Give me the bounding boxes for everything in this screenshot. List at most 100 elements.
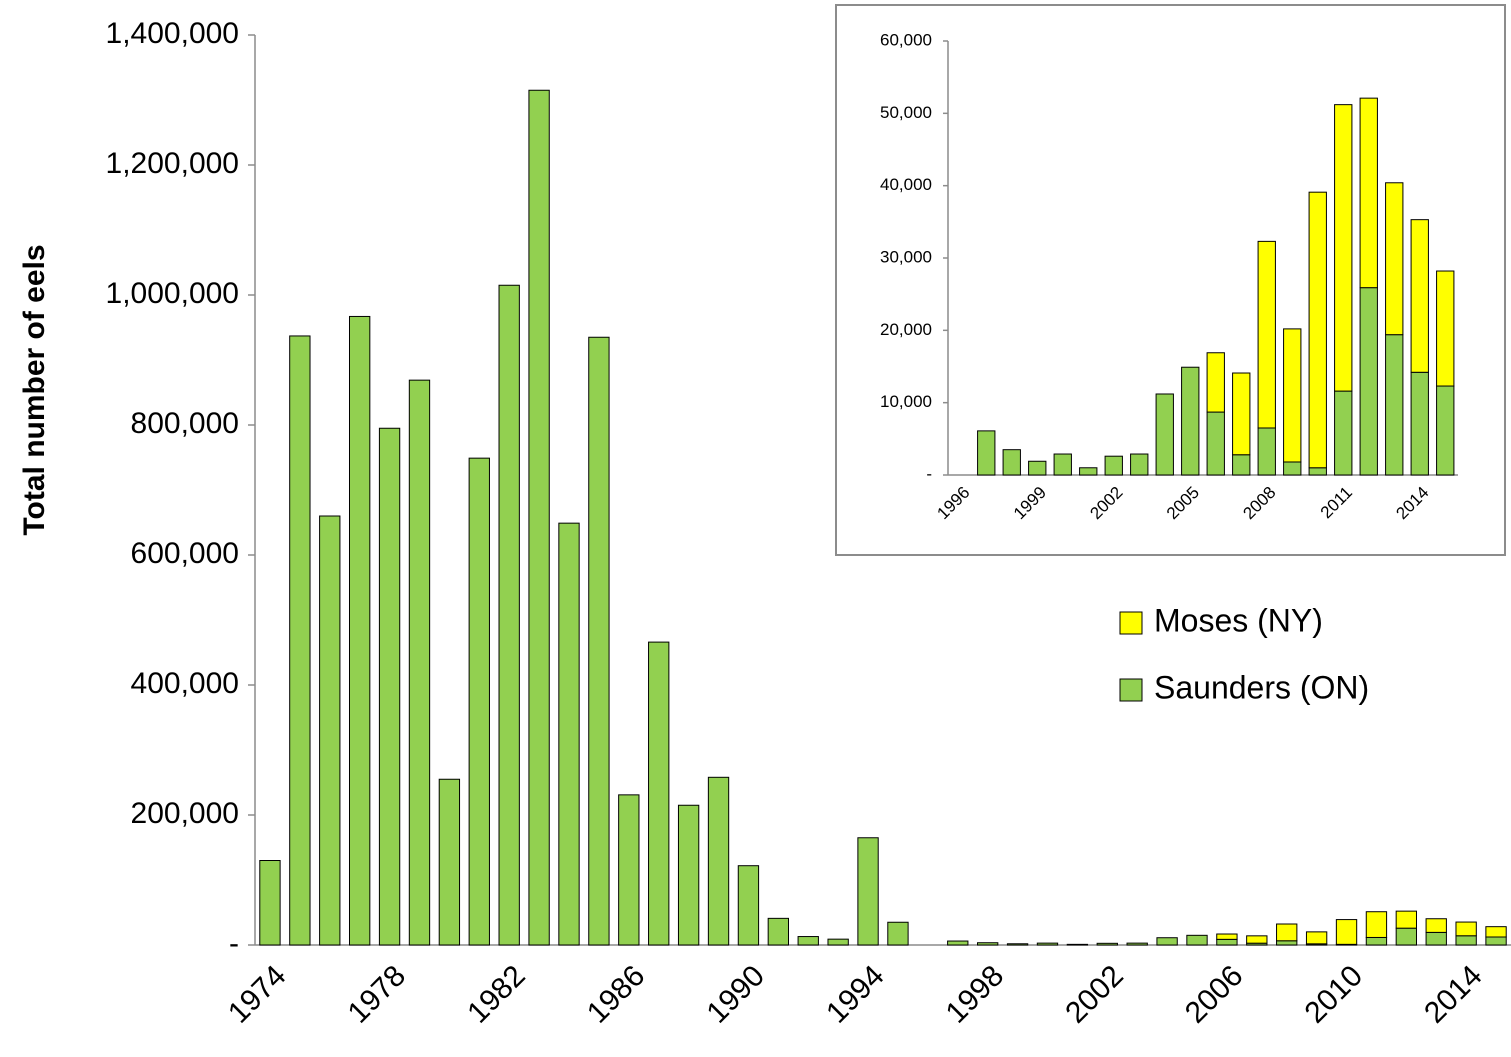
bar-segment <box>1436 270 1455 387</box>
bar-segment <box>1053 453 1072 476</box>
bar-segment <box>1216 933 1238 940</box>
bar-segment <box>289 335 311 946</box>
bar-segment <box>438 778 461 946</box>
bar-segment <box>947 940 969 946</box>
bar-segment <box>1155 393 1174 476</box>
x-tick-label: 1974 <box>222 959 293 1030</box>
bar-segment <box>1410 219 1429 373</box>
bar-segment <box>319 515 341 946</box>
bar-segment <box>1028 460 1047 476</box>
bar-segment <box>1232 372 1251 456</box>
bar-segment <box>1130 453 1149 476</box>
x-tick-label: 2014 <box>1418 959 1489 1030</box>
bar-segment <box>1455 921 1477 937</box>
bar-segment <box>1335 919 1358 945</box>
bar-segment <box>1257 240 1276 429</box>
bar-segment <box>468 457 490 946</box>
bar-segment <box>558 522 580 946</box>
bar-segment <box>1186 934 1208 946</box>
bar-segment <box>977 430 996 476</box>
bar-segment <box>498 284 520 946</box>
legend-swatch <box>1119 611 1143 635</box>
bar-segment <box>737 865 760 946</box>
bar-segment <box>1276 923 1298 942</box>
bar-segment <box>1485 936 1507 946</box>
bar-segment <box>677 804 700 946</box>
bar-segment <box>1036 942 1059 946</box>
legend-swatch <box>1119 678 1143 702</box>
y-tick-label: 200,000 <box>131 797 239 830</box>
bar-segment <box>1305 931 1328 945</box>
bar-segment <box>1334 390 1353 476</box>
bar-segment <box>1395 927 1418 946</box>
y-tick-label: 30,000 <box>880 247 932 266</box>
y-tick-label: 400,000 <box>131 667 239 700</box>
bar-segment <box>1334 104 1353 392</box>
y-tick-label: 800,000 <box>131 407 239 440</box>
bar-segment <box>767 917 790 946</box>
x-tick-label: 2010 <box>1299 959 1370 1030</box>
bar-segment <box>378 427 401 946</box>
bar-segment <box>1425 918 1447 933</box>
bar-segment <box>976 942 999 946</box>
y-tick-label: 20,000 <box>880 320 932 339</box>
bar-segment <box>707 776 730 946</box>
y-tick-label: - <box>926 464 932 483</box>
legend-label: Moses (NY) <box>1154 602 1323 638</box>
bar-segment <box>1436 385 1455 476</box>
y-tick-label: 1,000,000 <box>106 277 239 310</box>
bar-segment <box>1365 936 1388 946</box>
bar-segment <box>1365 911 1388 938</box>
legend-label: Saunders (ON) <box>1154 669 1369 705</box>
x-tick-label: 2006 <box>1179 959 1250 1030</box>
bar-segment <box>588 336 610 946</box>
x-tick-label: 2002 <box>1059 959 1130 1030</box>
bar-segment <box>1395 910 1418 929</box>
y-tick-label: 40,000 <box>880 175 932 194</box>
x-tick-label: 1990 <box>700 959 771 1030</box>
bar-segment <box>618 794 640 946</box>
bar-segment <box>1232 454 1251 476</box>
bar-segment <box>1385 334 1404 476</box>
y-axis-title: Total number of eels <box>18 244 51 535</box>
y-tick-label: 60,000 <box>880 30 932 49</box>
y-tick-label: - <box>229 927 239 960</box>
bar-segment <box>1485 926 1507 938</box>
bar-segment <box>1425 931 1447 946</box>
bar-segment <box>1283 328 1302 463</box>
bar-segment <box>1216 938 1238 946</box>
bar-segment <box>1181 366 1200 476</box>
bar-segment <box>1257 427 1276 476</box>
bar-segment <box>528 89 550 946</box>
y-tick-label: 1,200,000 <box>106 147 239 180</box>
bar-segment <box>887 921 909 946</box>
bar-segment <box>797 936 819 946</box>
bar-segment <box>1455 935 1477 946</box>
bar-segment <box>259 860 281 946</box>
bar-segment <box>1283 461 1302 476</box>
bar-segment <box>1156 937 1178 946</box>
bar-segment <box>1066 943 1089 946</box>
y-tick-label: 1,400,000 <box>106 17 239 50</box>
bar-segment <box>1359 287 1378 476</box>
bar-segment <box>827 938 849 946</box>
x-tick-label: 1986 <box>581 959 652 1030</box>
bar-segment <box>1308 191 1327 469</box>
bar-segment <box>1206 352 1225 413</box>
bar-segment <box>1276 940 1298 946</box>
bar-segment <box>1006 943 1029 946</box>
bar-segment <box>857 837 879 946</box>
bar-segment <box>1385 182 1404 336</box>
x-tick-label: 1978 <box>342 959 413 1030</box>
bar-segment <box>348 315 371 946</box>
bar-segment <box>1308 467 1327 476</box>
y-tick-label: 10,000 <box>880 392 932 411</box>
x-tick-label: 1998 <box>940 959 1011 1030</box>
x-tick-label: 1982 <box>461 959 532 1030</box>
bar-segment <box>1079 467 1098 476</box>
bar-segment <box>1206 411 1225 476</box>
bar-segment <box>1410 371 1429 476</box>
y-tick-label: 50,000 <box>880 103 932 122</box>
bar-segment <box>408 379 431 946</box>
